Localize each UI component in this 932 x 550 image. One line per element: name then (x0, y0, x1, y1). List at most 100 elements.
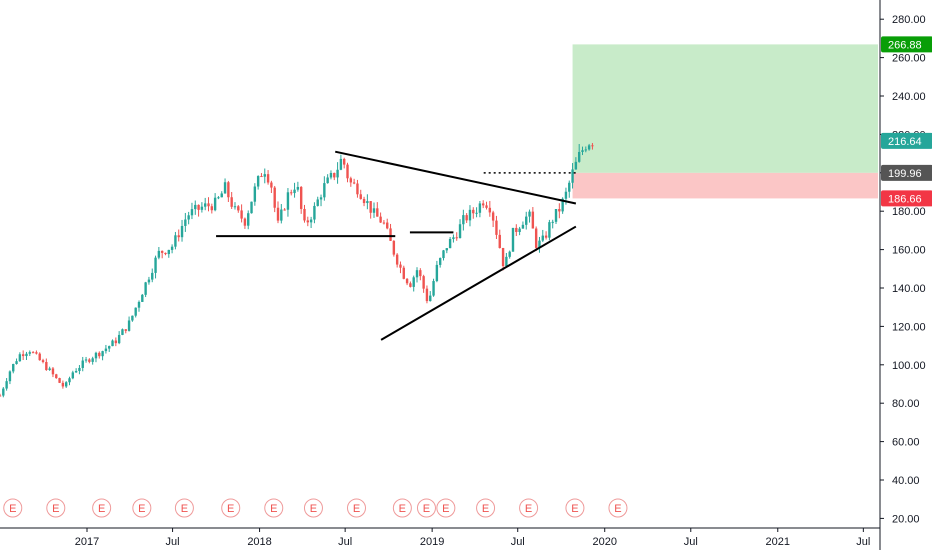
price-tick-label: 260.00 (892, 53, 926, 65)
time-axis[interactable]: 2017 Jul 2018 Jul 2019 Jul 2020 Jul 2021 Jul (0, 527, 880, 548)
candle-body (392, 240, 396, 255)
candle-body (313, 205, 316, 220)
candle-body (574, 161, 578, 170)
candle-body (164, 252, 167, 255)
candle-body (485, 205, 488, 208)
candle-body (28, 352, 31, 354)
candle-body (286, 192, 290, 210)
candle-body (323, 183, 326, 198)
candle-body (283, 209, 286, 211)
candle-body (488, 207, 492, 213)
candle-body (250, 201, 253, 214)
candle-body (548, 222, 551, 238)
candle-body (117, 334, 121, 344)
candle-body (213, 197, 217, 211)
price-tag-label: 216.64 (888, 136, 922, 148)
candle-body (98, 352, 101, 357)
candle-body (554, 209, 558, 222)
candle-body (551, 221, 554, 223)
candle-body (389, 228, 392, 241)
candle-body (35, 352, 38, 354)
candle-body (534, 228, 538, 248)
candle-body (465, 215, 468, 221)
candle-body (442, 250, 445, 259)
candle-body (207, 203, 210, 207)
candle-body (141, 294, 144, 302)
earnings-marker[interactable] (346, 498, 366, 518)
price-tag (881, 36, 932, 53)
trendline-upper[interactable] (335, 150, 577, 205)
candle-body (200, 206, 204, 210)
time-tick-label: Jul (856, 536, 870, 548)
candle-body (521, 224, 525, 229)
price-axis[interactable]: 20.00 40.00 60.00 80.00 100.00 120.00 140.00 16… (879, 0, 926, 550)
candle-body (452, 237, 455, 240)
candle-body (561, 198, 564, 212)
candle-body (237, 206, 240, 211)
earnings-marker[interactable] (264, 498, 284, 518)
candle-body (339, 158, 343, 170)
candle-body (61, 382, 65, 387)
earnings-marker-label: E (98, 503, 105, 515)
candle-body (230, 197, 233, 207)
earnings-marker[interactable] (416, 498, 436, 518)
candle-body (210, 206, 214, 211)
price-tag-label: 266.88 (888, 39, 922, 51)
earnings-marker[interactable] (46, 498, 66, 518)
time-tick-label: 2018 (247, 536, 271, 548)
earnings-marker[interactable] (392, 498, 412, 518)
earnings-marker-label: E (399, 503, 406, 515)
candle-body (58, 378, 61, 383)
candle-body (121, 329, 124, 335)
profit-zone (572, 44, 878, 173)
earnings-marker-label: E (270, 503, 277, 515)
candle-body (101, 351, 104, 357)
candle-body (220, 193, 223, 198)
candle-body (405, 278, 409, 284)
earnings-marker[interactable] (303, 498, 323, 518)
candle-body (349, 178, 353, 183)
earnings-marker[interactable] (436, 498, 456, 518)
trendline-lower[interactable] (380, 225, 577, 341)
earnings-marker[interactable] (476, 498, 496, 518)
candle-body (495, 220, 498, 235)
earnings-marker-label: E (614, 503, 621, 515)
candle-body (131, 315, 134, 321)
candle-body (362, 198, 366, 204)
earnings-marker[interactable] (132, 498, 152, 518)
earnings-marker[interactable] (92, 498, 112, 518)
candle-body (45, 361, 48, 370)
earnings-marker[interactable] (221, 498, 241, 518)
price-tag (881, 190, 932, 207)
candle-body (91, 358, 94, 362)
price-tick-label: 100.00 (892, 360, 926, 372)
candle-body (462, 215, 465, 225)
time-tick-label: Jul (166, 536, 180, 548)
candle-body (190, 209, 194, 216)
earnings-marker[interactable] (608, 498, 628, 518)
candle-body (266, 174, 270, 183)
price-tag-label: 186.66 (888, 193, 922, 205)
earnings-marker[interactable] (3, 498, 23, 518)
position-zones (572, 44, 878, 199)
candle-body (240, 210, 243, 219)
earnings-marker[interactable] (519, 498, 539, 518)
candle-body (38, 353, 41, 361)
candle-body (491, 212, 495, 221)
candle-body (472, 209, 475, 214)
earnings-marker[interactable] (565, 498, 585, 518)
candle-body (270, 182, 273, 188)
candle-body (584, 149, 588, 151)
candle-body (458, 224, 462, 239)
candle-body (356, 183, 359, 195)
candle-body (577, 151, 581, 162)
candle-body (369, 201, 372, 213)
earnings-marker[interactable] (174, 498, 194, 518)
candle-body (144, 282, 147, 295)
candle-body (187, 215, 190, 220)
candle-body (160, 250, 164, 253)
candle-body (55, 374, 58, 379)
earnings-marker-label: E (482, 503, 489, 515)
